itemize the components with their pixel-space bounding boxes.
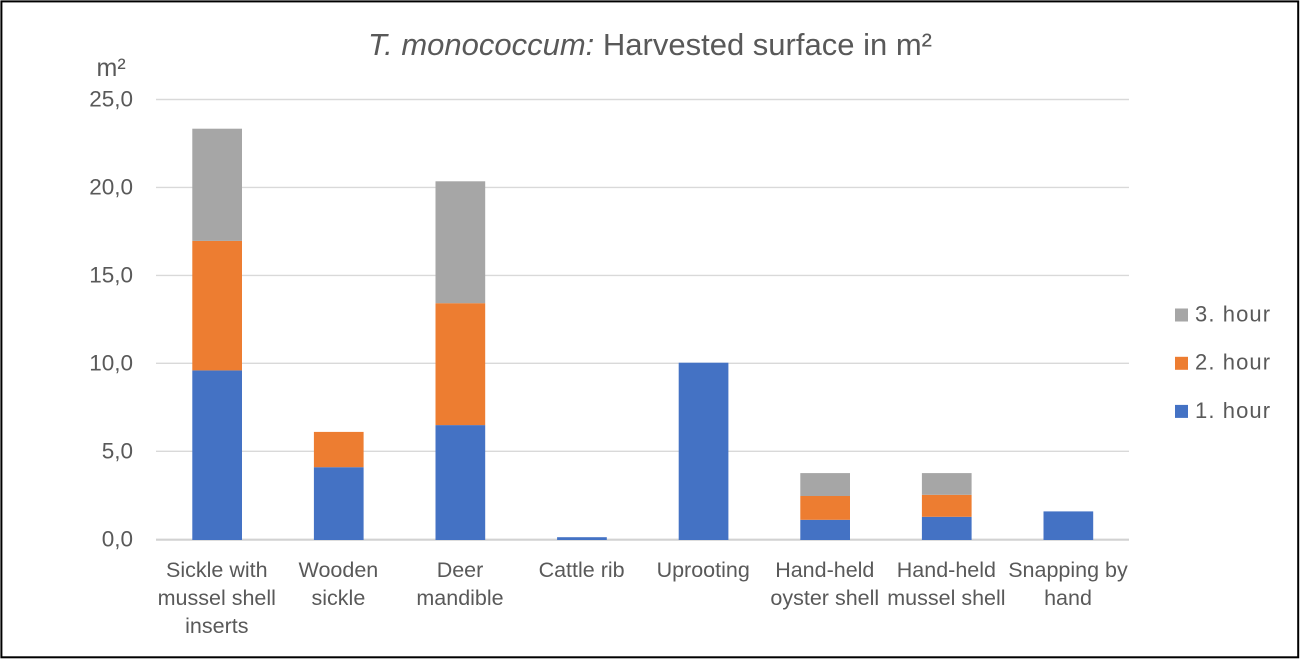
svg-text:Snapping by: Snapping by	[1008, 558, 1128, 582]
svg-text:sickle: sickle	[312, 586, 366, 610]
svg-text:25,0: 25,0	[89, 87, 133, 112]
svg-text:T. monococcum: Harvested surfa: T. monococcum: Harvested surface in m²	[368, 27, 932, 62]
svg-text:15,0: 15,0	[89, 263, 133, 288]
svg-text:2. hour: 2. hour	[1195, 350, 1271, 375]
svg-text:mussel shell: mussel shell	[158, 586, 276, 610]
svg-text:1. hour: 1. hour	[1195, 398, 1271, 423]
svg-text:3. hour: 3. hour	[1195, 302, 1271, 327]
svg-text:Hand-held: Hand-held	[897, 558, 996, 582]
svg-text:20,0: 20,0	[89, 175, 133, 200]
svg-text:0,0: 0,0	[102, 527, 133, 552]
svg-text:10,0: 10,0	[89, 351, 133, 376]
svg-text:Wooden: Wooden	[299, 558, 379, 582]
svg-text:Sickle with: Sickle with	[166, 558, 268, 582]
svg-text:Hand-held: Hand-held	[775, 558, 874, 582]
svg-text:mussel shell: mussel shell	[887, 586, 1005, 610]
svg-text:Deer: Deer	[437, 558, 484, 582]
svg-text:Cattle rib: Cattle rib	[539, 558, 625, 582]
svg-text:Uprooting: Uprooting	[657, 558, 750, 582]
svg-text:oyster shell: oyster shell	[770, 586, 879, 610]
svg-text:inserts: inserts	[185, 614, 248, 638]
svg-text:hand: hand	[1044, 586, 1092, 610]
svg-text:5,0: 5,0	[102, 439, 133, 464]
svg-text:m²: m²	[97, 54, 126, 82]
svg-text:mandible: mandible	[416, 586, 503, 610]
